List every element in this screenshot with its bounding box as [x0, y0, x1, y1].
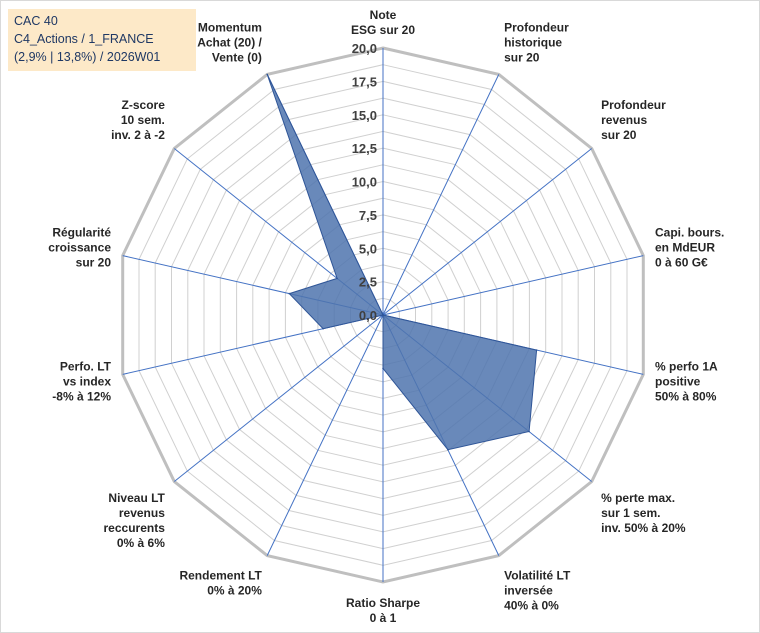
- radar-axis-label: Capi. bours. en MdEUR 0 à 60 G€: [655, 225, 724, 269]
- radar-axis-label-line: Vente (0): [212, 51, 262, 65]
- radar-axis-label-line: vs index: [63, 375, 111, 389]
- radar-axis-label-line: Régularité: [52, 225, 111, 239]
- radar-spoke: [382, 255, 644, 316]
- radar-axis-label: Rendement LT 0% à 20%: [179, 568, 262, 597]
- radar-data-point: [288, 292, 291, 295]
- radar-data-point: [266, 73, 269, 76]
- radar-axis-label: Niveau LT revenus reccurents 0% à 6%: [104, 491, 166, 550]
- radar-axis-label-line: 50% à 80%: [655, 390, 717, 404]
- radar-tick-label: 12,5: [352, 141, 377, 156]
- radar-data-point: [322, 327, 324, 330]
- radar-axis-label: Perfo. LT vs index -8% à 12%: [52, 360, 111, 404]
- radar-axis-label: Profondeur historique sur 20: [504, 21, 569, 65]
- radar-axis-label-line: 0% à 20%: [207, 583, 262, 597]
- radar-axis-label-line: % perte max.: [601, 491, 675, 505]
- radar-data-point: [528, 430, 530, 433]
- radar-axis-label-line: Volatilité LT: [504, 568, 571, 582]
- radar-axis-label-line: revenus: [601, 113, 647, 127]
- radar-axis-label-line: revenus: [119, 506, 165, 520]
- radar-data-point: [336, 277, 338, 280]
- radar-axis-label: % perte max. sur 1 sem. inv. 50% à 20%: [601, 491, 686, 535]
- radar-axis-label-line: croissance: [48, 240, 111, 254]
- radar-axis-label: Volatilité LT inversée 40% à 0%: [504, 568, 571, 612]
- radar-axis-label-line: reccurents: [104, 521, 166, 535]
- radar-axis-label-line: 10 sem.: [121, 113, 165, 127]
- radar-tick-label: 7,5: [359, 208, 377, 223]
- radar-axis-label-line: positive: [655, 375, 701, 389]
- radar-axis-label-line: 0 à 1: [370, 611, 397, 625]
- radar-axis-label-line: % perfo 1A: [655, 360, 718, 374]
- radar-axis-label: Note ESG sur 20: [351, 8, 415, 37]
- radar-axis-label-line: Rendement LT: [179, 568, 262, 582]
- radar-axis-label-line: Ratio Sharpe: [346, 596, 420, 610]
- radar-axis-label: Z-score 10 sem. inv. 2 à -2: [111, 98, 165, 142]
- radar-tick-label: 0,0: [359, 308, 377, 323]
- radar-data-point: [382, 367, 384, 370]
- radar-axis-label-line: Achat (20) /: [197, 36, 262, 50]
- radar-tick-label: 5,0: [359, 241, 377, 256]
- radar-tick-label: 20,0: [352, 41, 377, 56]
- info-box: CAC 40 C4_Actions / 1_FRANCE (2,9% | 13,…: [8, 9, 196, 71]
- radar-axis-label: Régularité croissance sur 20: [48, 225, 111, 269]
- radar-data-point: [535, 349, 538, 351]
- radar-data-point: [447, 448, 449, 451]
- radar-axis-labels: Note ESG sur 20 Profondeur historique sur 20…: [48, 8, 724, 625]
- radar-axis-label-line: 0% à 6%: [117, 536, 165, 550]
- radar-series-area: [266, 74, 538, 451]
- radar-axis-label-line: Perfo. LT: [60, 360, 112, 374]
- radar-tick-label: 15,0: [352, 108, 377, 123]
- radar-data-point: [382, 314, 384, 316]
- radar-axis-label-line: Momentum: [198, 21, 262, 35]
- portfolio-name: C4_Actions / 1_FRANCE: [14, 32, 154, 46]
- radar-axis-label-line: ESG sur 20: [351, 23, 415, 37]
- radar-spoke: [382, 148, 593, 316]
- radar-spoke: [266, 314, 384, 556]
- radar-axis-label-line: Note: [370, 8, 397, 22]
- radar-axis-label: Ratio Sharpe 0 à 1: [346, 596, 420, 625]
- radar-tick-label: 10,0: [352, 175, 377, 190]
- radar-axis-label-line: sur 20: [601, 128, 637, 142]
- radar-series: [266, 73, 538, 451]
- radar-spoke: [382, 74, 500, 316]
- radar-axis-label-line: Profondeur: [504, 21, 569, 35]
- radar-axis-label-line: sur 20: [76, 255, 112, 269]
- radar-axis-label: Momentum Achat (20) / Vente (0): [197, 21, 262, 65]
- radar-tick-label: 17,5: [352, 74, 377, 89]
- radar-spoke: [173, 314, 384, 482]
- radar-axis-label-line: sur 20: [504, 51, 540, 65]
- radar-tick-label: 2,5: [359, 275, 377, 290]
- radar-axis-label: Profondeur revenus sur 20: [601, 98, 666, 142]
- radar-axis-label-line: sur 1 sem.: [601, 506, 660, 520]
- radar-axis-label-line: Niveau LT: [108, 491, 165, 505]
- radar-axis-label-line: Capi. bours.: [655, 225, 724, 239]
- radar-axis-label-line: Profondeur: [601, 98, 666, 112]
- radar-axis-label-line: -8% à 12%: [52, 390, 111, 404]
- radar-axis-label-line: en MdEUR: [655, 240, 715, 254]
- radar-axis-label-line: 0 à 60 G€: [655, 255, 708, 269]
- radar-axis-label-line: Z-score: [122, 98, 166, 112]
- period-summary: (2,9% | 13,8%) / 2026W01: [14, 50, 161, 64]
- radar-axis-label-line: inv. 2 à -2: [111, 128, 165, 142]
- radar-axis-label-line: inversée: [504, 583, 553, 597]
- radar-axis-label-line: historique: [504, 36, 562, 50]
- radar-axis-label-line: 40% à 0%: [504, 598, 559, 612]
- radar-axis-label: % perfo 1A positive 50% à 80%: [655, 360, 718, 404]
- radar-axis-label-line: inv. 50% à 20%: [601, 521, 686, 535]
- radar-tick-labels: 0,0 2,5 5,0 7,5 10,0 12,5 15,0 17,5 20,0: [352, 41, 377, 323]
- index-name: CAC 40: [14, 14, 58, 28]
